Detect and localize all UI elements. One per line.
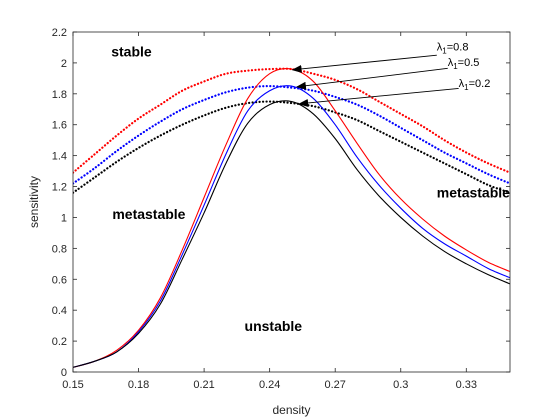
y-tick-label: 1.4 [52,151,67,163]
series-solid-3 [73,68,510,368]
annotation-arrow [291,54,437,73]
series-dotted-2 [73,100,510,194]
series-solid-4 [73,85,510,368]
region-label-unstable: unstable [245,318,303,334]
annotation-label: λ1=0.5 [448,57,480,71]
x-tick-label: 0.18 [128,379,149,391]
annotation-label: λ1=0.2 [459,78,491,92]
x-axis-label: density [272,403,310,417]
region-label-metastable: metastable [437,184,510,200]
lambda-value: =0.8 [447,42,469,54]
lambda-subscript: 1 [453,62,458,71]
x-tick-label: 0.27 [324,379,345,391]
series-dotted-1 [73,84,510,185]
y-tick-label: 1.6 [52,120,67,132]
lambda-value: =0.2 [469,78,491,90]
y-tick-label: 1 [61,212,67,224]
y-tick-label: 1.2 [52,182,67,194]
x-tick-label: 0.15 [62,379,83,391]
y-tick-label: 0 [61,367,67,379]
plot-frame [72,31,511,373]
annotation-arrow [298,87,459,107]
x-tick-label: 0.21 [193,379,214,391]
region-label-stable: stable [111,44,152,60]
annotation-label: λ1=0.8 [437,42,469,56]
y-tick-label: 0.2 [52,336,67,348]
y-tick-label: 2 [61,58,67,70]
y-tick-label: 0.4 [52,305,67,317]
annotation-arrow [295,67,448,90]
y-tick-label: 0.6 [52,274,67,286]
y-tick-label: 0.8 [52,243,67,255]
y-tick-label: 2.2 [52,27,67,39]
y-axis-label: sensitivity [27,176,41,228]
lambda-subscript: 1 [464,83,469,92]
lambda-value: =0.5 [458,57,480,69]
lambda-subscript: 1 [442,47,447,56]
region-label-metastable: metastable [112,206,185,222]
series-solid-5 [73,100,510,368]
x-tick-label: 0.24 [259,379,280,391]
y-tick-label: 1.8 [52,89,67,101]
x-tick-label: 0.3 [393,379,408,391]
lambda-symbol: λ [448,57,454,69]
lambda-symbol: λ [437,42,443,54]
x-tick-label: 0.33 [456,379,477,391]
lambda-symbol: λ [459,78,465,90]
